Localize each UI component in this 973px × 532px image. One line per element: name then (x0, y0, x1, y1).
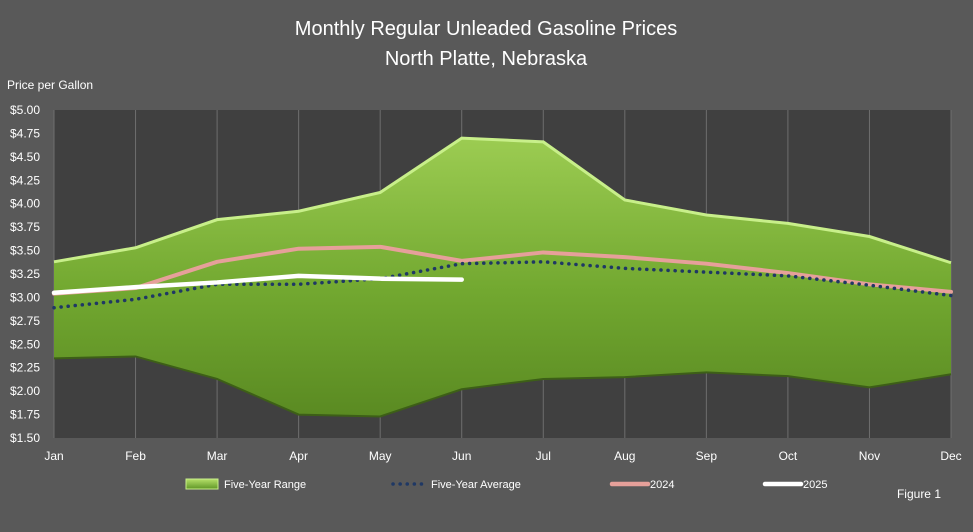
x-tick-label-feb: Feb (125, 449, 146, 463)
y-tick-label: $5.00 (10, 103, 40, 117)
legend-item-2025: 2025 (762, 479, 827, 491)
x-tick-label-jul: Jul (536, 449, 551, 463)
x-tick-label-may: May (369, 449, 392, 463)
y-tick-label: $3.00 (10, 290, 40, 304)
y-axis-ticks: $1.50 $1.75 $2.00 $2.25 $2.50 $2.75 $3.00 $3.25… (10, 103, 40, 445)
legend-label: 2024 (650, 479, 674, 491)
x-tick-label-mar: Mar (207, 449, 228, 463)
y-tick-label: $3.50 (10, 244, 40, 258)
y-tick-label: $3.75 (10, 220, 40, 234)
x-tick-label-oct: Oct (779, 449, 798, 463)
y-tick-label: $3.25 (10, 267, 40, 281)
x-tick-label-sep: Sep (696, 449, 718, 463)
legend-item-2024: 2024 (609, 479, 674, 491)
y-tick-label: $2.50 (10, 337, 40, 351)
series-line-2024 (52, 244, 953, 296)
series-line-five-year-average (52, 260, 953, 310)
series-line-2025 (51, 273, 464, 295)
legend: Five-Year Range Five-Year Average 2024 2025 (185, 478, 827, 491)
legend-item-five-year-range: Five-Year Range (185, 478, 306, 491)
legend-label: Five-Year Average (431, 479, 521, 491)
y-tick-label: $4.75 (10, 126, 40, 140)
y-tick-label: $2.25 (10, 361, 40, 375)
x-tick-label-dec: Dec (940, 449, 961, 463)
y-tick-label: $4.25 (10, 173, 40, 187)
legend-label: Five-Year Range (224, 479, 306, 491)
chart-subtitle: North Platte, Nebraska (385, 48, 588, 70)
y-axis-label: Price per Gallon (7, 78, 93, 92)
x-tick-label-jun: Jun (452, 449, 471, 463)
range-high-edge (53, 136, 952, 265)
y-tick-label: $1.50 (10, 431, 40, 445)
x-axis-ticks: Jan Feb Mar Apr May Jun Jul Aug Sep Oct Nov Dec (44, 449, 961, 463)
five-year-range-area (53, 136, 952, 418)
figure-label: Figure 1 (897, 487, 941, 501)
range-low-edge (53, 355, 952, 418)
y-tick-label: $2.00 (10, 384, 40, 398)
x-tick-label-nov: Nov (859, 449, 880, 463)
legend-item-five-year-average: Five-Year Average (391, 479, 521, 491)
x-tick-label-jan: Jan (44, 449, 63, 463)
y-tick-label: $2.75 (10, 314, 40, 328)
x-tick-label-apr: Apr (289, 449, 308, 463)
legend-swatch (185, 478, 219, 490)
series-lines (51, 244, 953, 310)
range-area (54, 138, 951, 417)
chart-title: Monthly Regular Unleaded Gasoline Prices (295, 18, 677, 40)
x-tick-label-aug: Aug (614, 449, 635, 463)
y-tick-label: $4.00 (10, 197, 40, 211)
y-tick-label: $1.75 (10, 408, 40, 422)
legend-label: 2025 (803, 479, 827, 491)
y-tick-label: $4.50 (10, 150, 40, 164)
